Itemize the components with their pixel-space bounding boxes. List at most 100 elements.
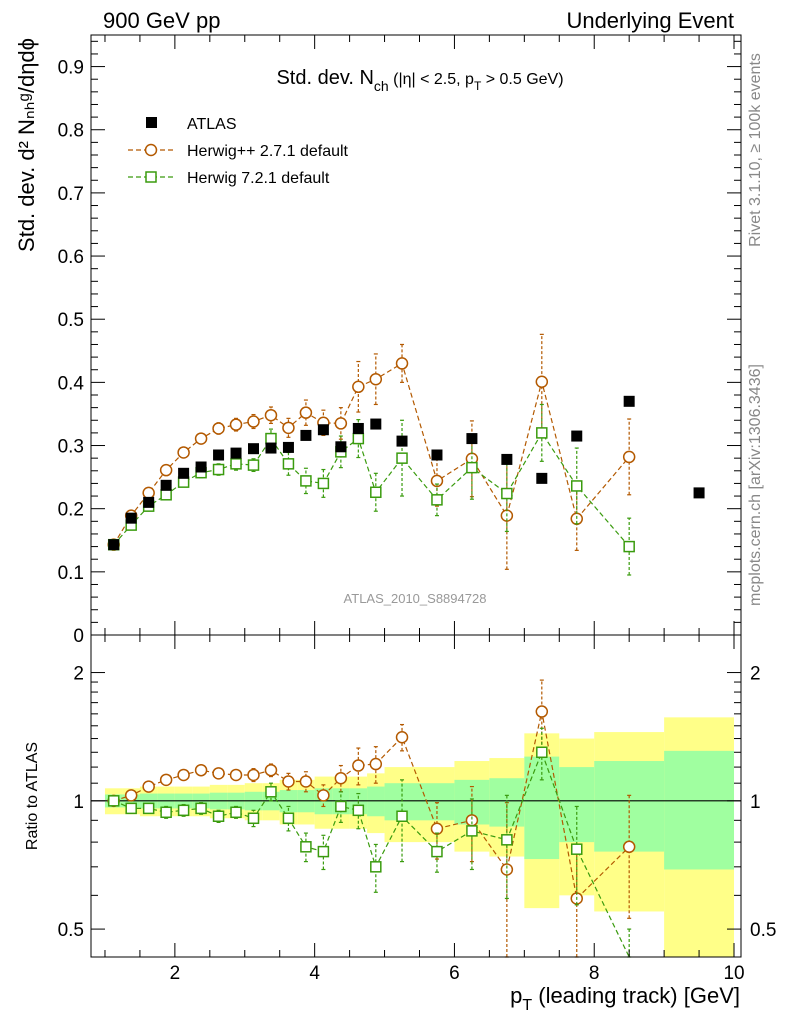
band-inner	[664, 750, 735, 870]
data-point-herwig7	[571, 843, 583, 855]
data-point-herwig7	[623, 540, 635, 553]
data-point-herwig7	[247, 812, 260, 825]
data-point-herwigpp	[352, 380, 365, 394]
data-point-herwigpp	[299, 775, 313, 788]
data-point-herwig7	[212, 810, 225, 823]
main-ytick-label: 0.8	[58, 121, 84, 142]
legend-marker-herwig7	[145, 171, 157, 183]
data-point-herwig7	[352, 432, 365, 445]
legend: ATLAS Herwig++ 2.7.1 default Herwig 7.2.…	[128, 116, 349, 187]
data-point-herwigpp	[212, 422, 225, 435]
data-point-herwig7	[431, 845, 443, 858]
data-point-herwigpp	[124, 789, 138, 802]
data-point-herwig7	[536, 427, 548, 439]
data-point-herwigpp	[369, 372, 383, 386]
data-point-herwigpp	[229, 768, 243, 782]
ratio-ytick-label: 2	[73, 664, 84, 685]
ratio-panel: 0.5 0.5 1 1 2 2 2 4 6 8 10 Ratio to ATLAS pT (lead…	[24, 634, 776, 1014]
data-point-herwig7	[125, 802, 137, 815]
data-point-atlas	[160, 479, 172, 491]
xtick-label: 6	[449, 963, 460, 984]
data-point-herwigpp	[334, 771, 348, 785]
data-point-herwigpp	[177, 446, 190, 459]
data-point-herwig7	[177, 804, 190, 817]
data-point-herwig7	[370, 861, 382, 873]
main-ytick-label: 0.7	[58, 184, 84, 205]
data-point-herwigpp	[369, 757, 383, 771]
data-point-herwig7	[501, 487, 513, 500]
data-point-atlas	[125, 512, 137, 524]
data-point-herwig7	[195, 802, 207, 815]
data-point-herwig7	[396, 810, 408, 823]
ratio-ytick-label-right: 2	[750, 664, 761, 685]
data-point-herwig7	[142, 802, 155, 815]
data-point-herwigpp	[142, 486, 155, 500]
data-point-atlas	[571, 430, 583, 442]
data-point-herwigpp	[535, 375, 549, 388]
data-point-herwig7	[212, 463, 225, 476]
data-point-herwigpp	[535, 705, 549, 718]
title-end: > 0.5 GeV)	[481, 71, 563, 88]
header-right: Underlying Event	[566, 8, 734, 33]
data-point-atlas	[178, 467, 190, 479]
data-point-herwigpp	[142, 780, 155, 793]
ratio-ylabel: Ratio to ATLAS	[24, 742, 41, 850]
title-rest: (|η| < 2.5, p	[389, 71, 474, 88]
main-ytick-label: 0.6	[58, 247, 84, 268]
data-point-atlas	[431, 449, 443, 461]
main-ytick-label: 0.1	[58, 563, 84, 584]
data-point-atlas	[108, 539, 120, 551]
xlabel-main: p	[510, 983, 522, 1008]
data-point-atlas	[335, 441, 347, 453]
data-point-herwig7	[431, 494, 443, 506]
data-point-herwigpp	[177, 768, 190, 782]
data-point-atlas	[317, 424, 329, 436]
watermark: ATLAS_2010_S8894728	[344, 591, 487, 606]
data-point-atlas	[282, 441, 294, 453]
ratio-ytick-label-right: 1	[750, 792, 761, 813]
data-point-herwig7	[247, 459, 260, 471]
legend-marker-herwigpp	[144, 143, 158, 157]
data-point-herwigpp	[264, 408, 278, 422]
data-point-herwig7	[160, 489, 172, 501]
main-ytick-label: 0.2	[58, 500, 84, 521]
data-point-atlas	[466, 433, 478, 445]
data-point-herwigpp	[282, 421, 295, 435]
title-main: Std. dev. N	[276, 67, 373, 89]
ratio-ytick-label: 0.5	[58, 920, 84, 941]
legend-label-atlas: ATLAS	[187, 116, 237, 133]
data-point-herwigpp	[334, 417, 348, 430]
band-inner	[419, 783, 455, 821]
data-point-herwig7	[300, 475, 312, 487]
data-point-herwigpp	[194, 763, 208, 777]
xlabel-rest: (leading track) [GeV]	[532, 983, 740, 1008]
data-point-herwig7	[466, 461, 478, 474]
data-point-atlas	[370, 418, 382, 430]
data-point-herwigpp	[430, 474, 444, 488]
data-point-atlas	[195, 461, 207, 473]
xtick-label: 8	[589, 963, 600, 984]
data-point-herwigpp	[247, 768, 260, 782]
data-point-herwigpp	[317, 789, 330, 802]
data-point-atlas	[230, 447, 242, 459]
xtick-label: 4	[309, 963, 320, 984]
main-title: Std. dev. Nch (|η| < 2.5, pT > 0.5 GeV)	[276, 67, 563, 94]
data-point-herwig7	[396, 452, 408, 464]
data-point-herwigpp	[159, 773, 173, 787]
data-point-herwig7	[370, 486, 382, 499]
data-point-herwig7	[317, 477, 330, 490]
data-point-atlas	[693, 487, 705, 499]
data-point-herwig7	[107, 795, 120, 807]
data-point-herwig7	[230, 806, 242, 819]
mcplots-label: mcplots.cern.ch [arXiv:1306.3436]	[747, 364, 764, 606]
data-point-herwig7	[230, 458, 242, 470]
main-ylabel: Std. dev. d² Nₙₕᵍ/dηdϕ	[14, 38, 39, 252]
xlabel-sub: T	[522, 997, 532, 1014]
data-point-herwig7	[501, 834, 513, 846]
data-point-herwig7	[335, 800, 347, 813]
main-ytick-label: 0.4	[58, 373, 85, 394]
data-point-herwigpp	[622, 840, 636, 854]
data-point-herwigpp	[500, 863, 514, 876]
main-ytick-label: 0	[73, 626, 84, 647]
